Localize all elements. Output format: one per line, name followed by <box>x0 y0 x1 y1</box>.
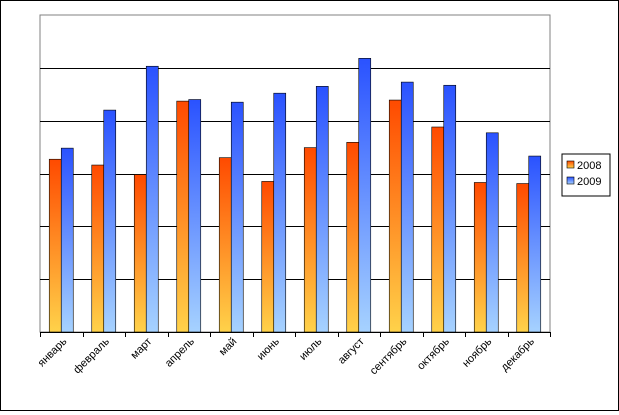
x-tick-label: июль <box>297 335 324 362</box>
bar-2009-ноябрь <box>485 132 499 333</box>
bar-2009-май <box>230 101 244 333</box>
legend-swatch-2008 <box>566 160 575 169</box>
legend: 2008 2009 <box>561 153 611 197</box>
bar-2009-июнь <box>273 92 287 333</box>
bar-2009-август <box>358 58 372 333</box>
bar-2008-декабрь <box>516 183 530 333</box>
gridlines <box>40 68 550 280</box>
x-tick-label: декабрь <box>499 335 537 373</box>
bar-2009-октябрь <box>443 84 457 333</box>
bar-2009-январь <box>60 147 74 333</box>
x-tick-label: октябрь <box>415 335 452 372</box>
bars <box>48 58 542 333</box>
bar-2008-июнь <box>261 181 275 333</box>
bar-2008-август <box>346 142 360 333</box>
x-tick-label: февраль <box>71 335 112 376</box>
bar-2009-июль <box>315 86 329 333</box>
plot-area <box>39 14 551 333</box>
bar-2008-февраль <box>91 164 105 333</box>
x-tick-label: сентябрь <box>368 335 410 377</box>
bar-2009-февраль <box>103 109 117 333</box>
bar-2008-январь <box>48 158 62 333</box>
bar-2008-октябрь <box>431 126 445 333</box>
bar-2009-апрель <box>188 99 202 333</box>
bar-2009-сентябрь <box>400 81 414 333</box>
x-tick-label: апрель <box>163 335 197 369</box>
x-tick-label: январь <box>36 335 70 369</box>
bar-2008-ноябрь <box>473 182 487 333</box>
legend-label-2009: 2009 <box>577 176 601 188</box>
bar-2008-май <box>218 157 232 333</box>
legend-swatch-2009 <box>566 176 575 185</box>
x-tick-label: март <box>128 336 154 362</box>
legend-label-2008: 2008 <box>577 160 601 172</box>
bar-2008-апрель <box>176 100 190 333</box>
x-tick-label: май <box>217 336 240 359</box>
x-tick-label: август <box>336 336 367 367</box>
bar-2009-март <box>145 65 159 333</box>
bar-2009-декабрь <box>528 155 542 333</box>
bar-2008-июль <box>303 147 317 333</box>
x-tick-label: ноябрь <box>460 335 494 369</box>
bar-2008-сентябрь <box>388 99 402 333</box>
x-axis: январь февраль март апрель май июнь июль август… <box>36 332 551 377</box>
bar-2008-март <box>133 174 147 333</box>
x-tick-label: июнь <box>255 335 282 362</box>
